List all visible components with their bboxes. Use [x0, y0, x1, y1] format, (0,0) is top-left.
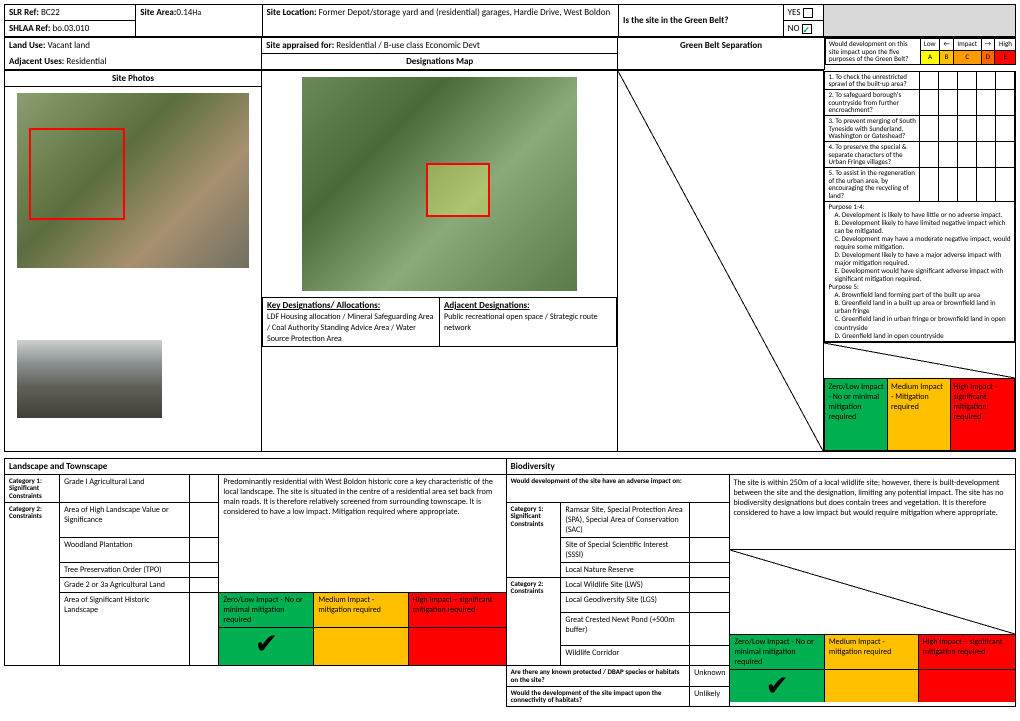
grey-cell — [824, 5, 1016, 37]
bio-low: Zero/Low Impact - No or minimal mitigati… — [730, 635, 824, 670]
header-table: SLR Ref: BC22 Site Area:0.14Ha Site Loca… — [4, 4, 1016, 37]
gbs-diag — [617, 71, 824, 452]
gb-impact-boxes: Zero/Low Impact - No or minimal mitigati… — [824, 378, 1015, 451]
ls-tick: ✔ — [219, 627, 313, 665]
yes-cell: YES — [783, 5, 823, 21]
bio-med: Medium Impact - mitigation required — [824, 635, 918, 670]
bio-r2-3: Wildlife Corridor — [561, 646, 690, 666]
bio-cat1: Category 1: Significant Constraints — [506, 502, 561, 577]
lower-section: Landscape and Townscape Biodiversity Cat… — [4, 458, 1016, 707]
ls-med: Medium Impact - mitigation required — [314, 593, 408, 628]
shlaa-ref: SHLAA Ref: bo.03.010 — [5, 21, 136, 37]
gb-high: High Impact – significant mitigation req… — [950, 378, 1014, 450]
landscape-title: Landscape and Townscape — [5, 458, 507, 474]
bio-q2a: Are there any known protected / DBAP spe… — [506, 666, 690, 686]
bio-tick: ✔ — [730, 669, 824, 702]
bio-q1: Would development of the site have an ad… — [506, 474, 730, 502]
ls-impact-cell: Zero/Low Impact - No or minimal mitigati… — [219, 592, 506, 666]
loc-val: Former Depot/storage yard and (residenti… — [319, 7, 611, 18]
gb-purposes-table: 1. To check the unrestricted sprawl of t… — [824, 71, 1015, 342]
no-checkbox[interactable] — [802, 24, 812, 34]
loc-label: Site Location: — [267, 7, 317, 18]
gb-low: Zero/Low Impact - No or minimal mitigati… — [825, 378, 888, 450]
bio-cat2: Category 2: Constraints — [506, 577, 561, 666]
bio-r1-1: Site of Special Scientific Interest (SSS… — [561, 537, 690, 562]
gb-med: Medium Impact - Mitigation required — [888, 378, 951, 450]
slr-ref: SLR Ref: BC22 — [5, 5, 136, 21]
gb-purposes-cell: 1. To check the unrestricted sprawl of t… — [824, 71, 1016, 452]
bio-r2-2: Great Crested Newt Pond (+500m buffer) — [561, 612, 690, 645]
ls-r2-2: Tree Preservation Order (TPO) — [60, 562, 190, 577]
ls-impact-boxes: Zero/Low Impact - No or minimal mitigati… — [219, 593, 505, 666]
greenbelt-q: Is the site in the Green Belt? — [619, 5, 784, 37]
bio-title: Biodiversity — [506, 458, 1015, 474]
designations-map — [302, 77, 577, 291]
ls-r2-4: Area of Significant Historic Landscape — [60, 592, 190, 666]
ls-r2-1: Woodland Plantation — [60, 537, 190, 562]
main-row: Site Photos Key Designations/ Allocation… — [4, 70, 1016, 452]
landscape-text: Predominantly residential with West Bold… — [219, 474, 506, 592]
bio-impact-boxes: Zero/Low Impact - No or minimal mitigati… — [730, 635, 1015, 702]
map-cell: Key Designations/ Allocations:LDF Housin… — [262, 71, 618, 452]
bio-r1-2: Local Nature Reserve — [561, 562, 690, 577]
gb-diag-small — [824, 342, 1015, 378]
gb-key: Purpose 1-4: A. Development is likely to… — [825, 201, 1015, 341]
photos-cell: Site Photos — [5, 71, 262, 334]
adj-uses: Adjacent Uses: Residential — [5, 54, 262, 70]
ls-r2-3: Grade 2 or 3a Agricultural Land — [60, 577, 190, 592]
appraised-for: Site appraised for: Residential / B-use … — [262, 38, 618, 54]
gbs-title: Green Belt Separation — [618, 38, 825, 70]
ls-r2-0: Area of High Landscape Value or Signific… — [60, 502, 190, 537]
key-desig: Key Designations/ Allocations:LDF Housin… — [263, 298, 440, 347]
ls-cat1: Category 1: Significant Constraints — [5, 474, 60, 502]
bio-diag — [730, 550, 1015, 635]
ls-r1-0: Grade I Agricultural Land — [60, 474, 190, 502]
bio-q2a-ans: Unknown — [690, 666, 730, 686]
shlaa-val: bo.03.010 — [52, 23, 89, 34]
bio-text: The site is within 250m of a local wildl… — [730, 475, 1015, 550]
gb-q: Would development on this site impact up… — [825, 39, 920, 65]
shlaa-label: SHLAA Ref: — [9, 23, 50, 34]
ls-high: High Impact – significant mitigation req… — [408, 593, 505, 628]
ls-cat2: Category 2: Constraints — [5, 502, 60, 666]
area-label: Site Area: — [140, 7, 176, 18]
photos-title: Site Photos — [5, 71, 261, 87]
slr-val: BC22 — [41, 7, 60, 18]
desig-map-title: Designations Map — [262, 54, 618, 70]
site-photo-1 — [17, 93, 249, 268]
site-location: Site Location: Former Depot/storage yard… — [262, 5, 619, 37]
bio-r1-0: Ramsar Site, Special Protection Area (SP… — [561, 502, 690, 537]
adj-desig: Adjacent Designations:Public recreationa… — [439, 298, 616, 347]
bio-right: The site is within 250m of a local wildl… — [730, 474, 1016, 706]
area-unit: Ha — [192, 8, 201, 18]
area-val: 0.14 — [176, 7, 192, 18]
bio-r2-1: Local Geodiversity Site (LGS) — [561, 592, 690, 612]
bio-r2-0: Local Wildlife Site (LWS) — [561, 577, 690, 592]
bio-q2b-ans: Unlikely — [690, 686, 730, 706]
bio-q2b: Would the development of the site impact… — [506, 686, 690, 706]
site-photo-2 — [17, 340, 162, 418]
site-area: Site Area:0.14Ha — [136, 5, 262, 37]
no-cell: NO — [783, 21, 823, 37]
ls-low: Zero/Low Impact - No or minimal mitigati… — [219, 593, 313, 628]
bio-high: High Impact – significant mitigation req… — [918, 635, 1015, 670]
row2-table: Land Use: Vacant land Site appraised for… — [4, 37, 1016, 70]
yes-checkbox[interactable] — [803, 8, 813, 18]
slr-label: SLR Ref: — [9, 7, 39, 18]
land-use: Land Use: Vacant land — [5, 38, 262, 54]
photo2-cell — [5, 334, 262, 451]
gb-header-cell: Would development on this site impact up… — [824, 38, 1016, 70]
